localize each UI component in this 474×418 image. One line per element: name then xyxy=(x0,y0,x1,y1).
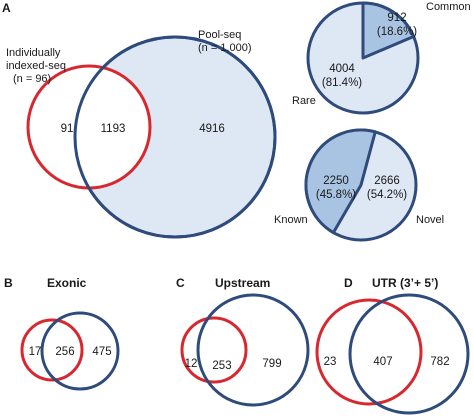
pie-rare-label: Rare xyxy=(292,95,316,107)
venn-c: 12 253 799 xyxy=(180,293,310,407)
venn-d-individual-circle xyxy=(315,298,423,406)
venn-c-individual-circle xyxy=(180,316,248,384)
pie-known-count: 2250 xyxy=(323,175,349,187)
panel-c-title: Upstream xyxy=(215,276,270,290)
venn-c-only-pool: 799 xyxy=(262,358,281,370)
venn-a-only-pool: 4916 xyxy=(199,123,225,135)
pie-rare-count: 4004 xyxy=(329,63,355,75)
venn-a: 91 1193 4916 xyxy=(26,35,277,239)
pie-known-pct: (45.8%) xyxy=(316,189,356,201)
pool-seq-outline xyxy=(73,35,277,239)
pie-common-rare: 912 (18.6%) 4004 (81.4%) xyxy=(306,1,420,115)
panel-b-title: Exonic xyxy=(47,276,87,290)
venn-a-only-individual: 91 xyxy=(61,123,74,135)
venn-b: 17 256 475 xyxy=(20,311,120,391)
venn-a-overlap: 1193 xyxy=(101,123,126,135)
individual-label-line-2: indexed-seq xyxy=(6,60,66,72)
pie-rare-pct: (81.4%) xyxy=(322,77,362,89)
venn-c-overlap: 253 xyxy=(212,360,231,372)
individual-seq-label: Individually indexed-seq (n = 96) xyxy=(6,47,66,85)
venn-d-only-individual: 23 xyxy=(324,356,337,368)
venn-c-pool-circle xyxy=(196,293,310,407)
pie-known-label: Known xyxy=(274,214,308,226)
venn-b-overlap: 256 xyxy=(55,346,74,358)
panel-a-letter: A xyxy=(2,1,11,15)
pool-seq-label: Pool-seq (n = 1,000) xyxy=(198,29,252,54)
panel-d-letter: D xyxy=(344,276,353,290)
pie-common-slice xyxy=(361,1,416,60)
venn-b-individual-circle xyxy=(20,318,84,382)
venn-d-only-pool: 782 xyxy=(430,356,449,368)
pie-novel-pct: (54.2%) xyxy=(367,189,407,201)
venn-c-only-individual: 12 xyxy=(185,358,198,370)
pie-novel-count: 2666 xyxy=(374,175,400,187)
pool-label-line-2: (n = 1,000) xyxy=(198,42,252,54)
venn-b-only-individual: 17 xyxy=(29,346,42,358)
panel-c-letter: C xyxy=(176,276,185,290)
individual-label-line-1: Individually xyxy=(6,47,61,59)
pie-common-label: Common xyxy=(426,1,471,13)
pie-common-count: 912 xyxy=(387,12,406,24)
venn-d: 23 407 782 xyxy=(315,293,470,415)
panel-b-letter: B xyxy=(4,276,13,290)
pie-novel-label: Novel xyxy=(416,214,444,226)
venn-b-only-pool: 475 xyxy=(92,346,111,358)
panel-d-title: UTR (3’+ 5’) xyxy=(372,276,438,290)
pie-known-novel: 2250 (45.8%) 2666 (54.2%) xyxy=(304,128,418,242)
pool-label-line-1: Pool-seq xyxy=(198,29,241,41)
individual-label-line-3: (n = 96) xyxy=(13,73,51,85)
pie-known-slice xyxy=(304,128,377,235)
venn-d-overlap: 407 xyxy=(373,356,392,368)
pie-common-pct: (18.6%) xyxy=(377,26,417,38)
venn-d-pool-circle xyxy=(348,293,470,415)
venn-b-pool-circle xyxy=(40,311,120,391)
